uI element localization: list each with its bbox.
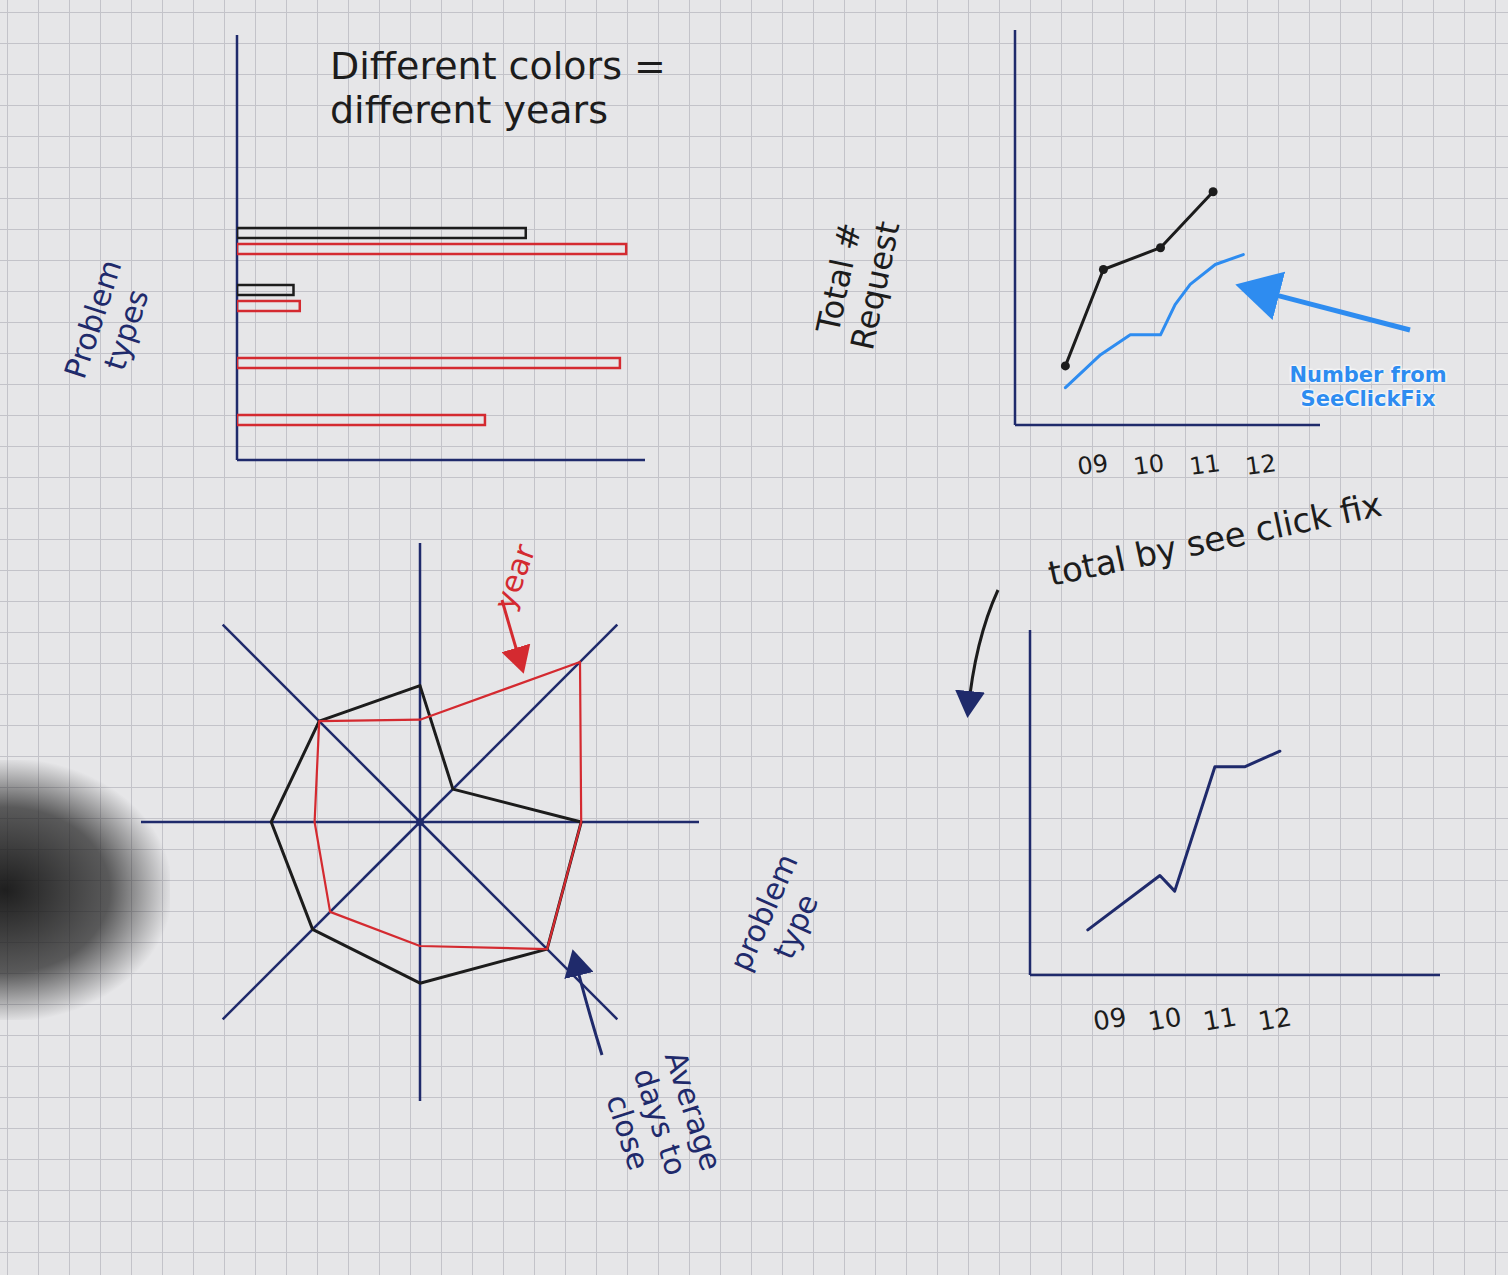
line bbox=[1065, 255, 1243, 388]
marker bbox=[1099, 265, 1108, 274]
annotation-arrow bbox=[968, 590, 998, 712]
plot bbox=[1061, 187, 1243, 387]
bar bbox=[237, 285, 293, 295]
y-axis bbox=[1014, 30, 1017, 425]
title: Different colors = different years bbox=[330, 45, 790, 132]
spoke bbox=[223, 625, 420, 822]
annotation: total by see click fix bbox=[1015, 479, 1414, 600]
annotation: Average days to close bbox=[585, 1025, 736, 1219]
bar bbox=[237, 228, 526, 238]
annotation: problem type bbox=[708, 814, 852, 1025]
y-axis-label: Problem types bbox=[51, 233, 169, 416]
x-tick-label: 12 bbox=[1248, 1001, 1302, 1039]
spoke bbox=[420, 822, 617, 1019]
line bbox=[1065, 192, 1213, 366]
bar bbox=[237, 301, 300, 311]
x-tick-label: 11 bbox=[1179, 449, 1232, 483]
bar bbox=[237, 244, 626, 254]
center bbox=[416, 818, 424, 826]
spoke bbox=[141, 821, 420, 824]
annotation-arrow bbox=[574, 955, 602, 1055]
annotation-arrow bbox=[1245, 287, 1410, 330]
line bbox=[1088, 751, 1280, 930]
bar bbox=[237, 415, 485, 425]
x-tick-label: 12 bbox=[1235, 449, 1288, 483]
shadow bbox=[0, 760, 170, 1020]
spoke bbox=[223, 822, 420, 1019]
bars bbox=[237, 228, 626, 425]
x-tick-label: 10 bbox=[1138, 1001, 1192, 1039]
x-axis bbox=[1030, 974, 1440, 977]
x-tick-label: 10 bbox=[1123, 449, 1176, 483]
x-tick-label: 09 bbox=[1067, 449, 1120, 483]
marker bbox=[1061, 361, 1070, 370]
x-axis bbox=[1015, 424, 1320, 427]
annotation: Number from SeeClickFix bbox=[1268, 363, 1468, 411]
marker bbox=[1156, 243, 1165, 252]
x-axis bbox=[237, 459, 645, 462]
plot bbox=[1088, 751, 1280, 930]
radar-polygon bbox=[315, 662, 582, 949]
sketch bbox=[0, 0, 1508, 1275]
x-tick-label: 09 bbox=[1083, 1001, 1137, 1039]
spoke bbox=[419, 822, 422, 1101]
x-tick-label: 11 bbox=[1193, 1001, 1247, 1039]
y-axis-label: Total # Request bbox=[803, 189, 911, 375]
spoke bbox=[419, 543, 422, 822]
spoke bbox=[420, 821, 699, 824]
marker bbox=[1209, 187, 1218, 196]
annotation: year bbox=[483, 529, 546, 625]
y-axis bbox=[1029, 630, 1032, 975]
bar bbox=[237, 358, 620, 368]
polygons bbox=[271, 662, 581, 983]
